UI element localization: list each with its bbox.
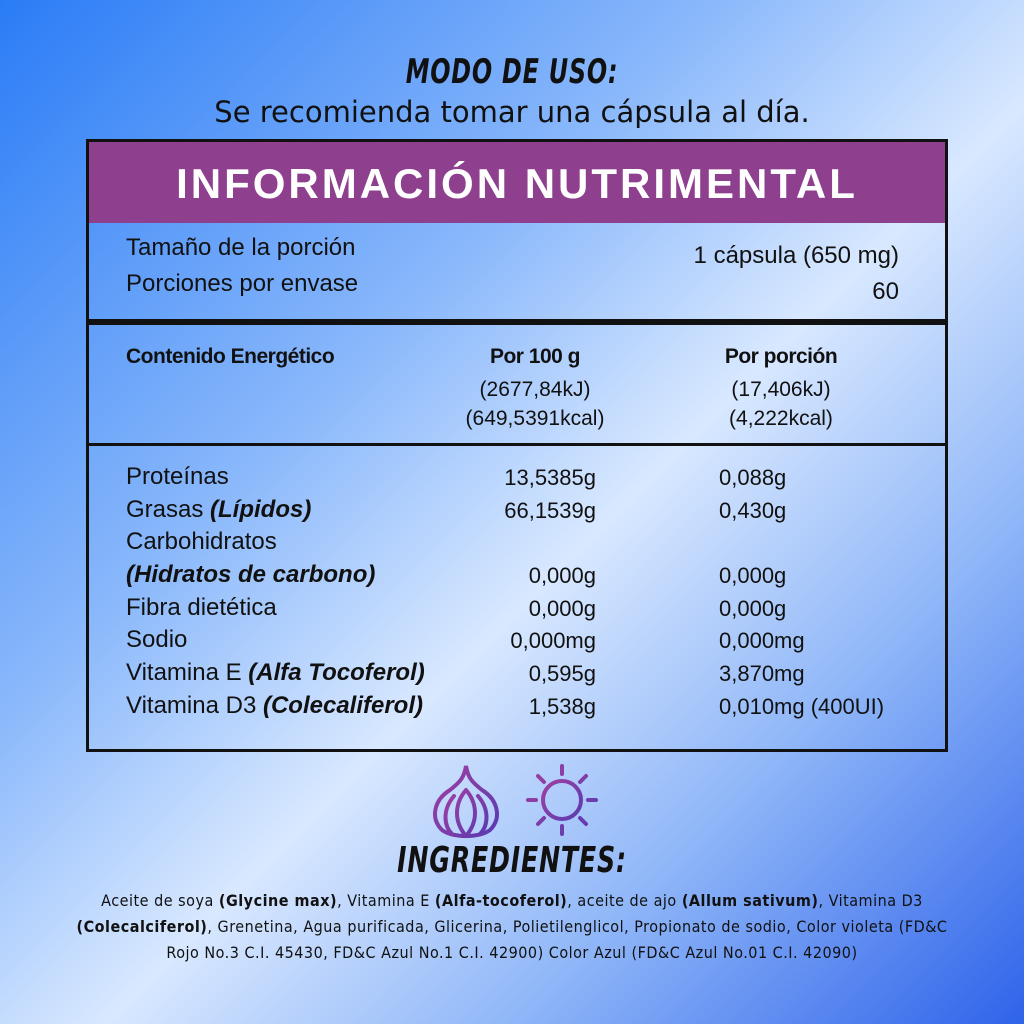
ingredient-text: , Vitamina E [337,891,435,910]
energy-value: (2677,84kJ) [479,378,591,401]
nutrient-name: Vitamina D3 (Colecaliferol) [126,692,423,720]
usage-text: Se recomienda tomar una cápsula al día. [214,95,810,129]
nutrient-name: Carbohidratos [126,528,277,556]
nutrient-name: Fibra dietética [126,594,277,622]
ingredient-bold: (Glycine max) [218,891,338,910]
per-portion: 0,000mg [719,628,805,654]
per-100g: 0,595g [528,661,596,686]
energy-label: Contenido Energético [126,345,335,368]
ingredient-bold: (Colecalciferol) [76,917,208,936]
nutrient-name-text: Grasas [126,495,204,523]
energy-header: Por porción [724,345,838,368]
nutrient-name: Proteínas [126,463,229,491]
ingredient-text: , Vitamina D3 [818,891,923,910]
ingredient-text: , aceite de ajo [567,891,682,910]
nutrient-name: Sodio [126,626,187,654]
nutrient-italic: (Hidratos de carbono) [126,561,376,589]
per-100g: 13,5385g [504,465,596,490]
nutrient-name: Vitamina E (Alfa Tocoferol) [126,659,425,687]
nutrient-italic: (Lípidos) [210,495,312,523]
rule [89,319,945,325]
rows: Tamaño de la porción 1 cápsula (650 mg) Po… [89,142,945,749]
table-title: INFORMACIÓN NUTRIMENTAL [89,142,945,223]
nutrient-italic: (Alfa Tocoferol) [248,659,425,686]
per-portion: 0,010mg (400UI) [719,693,885,719]
ingredient-text: Aceite de soya [101,891,219,910]
per-100g: 66,1539g [504,497,596,523]
nutrient-name-text: Fibra dietética [126,593,277,621]
nutrient-name: Grasas (Lípidos) [126,496,311,524]
nutrient-name-text: Carbohidratos [126,528,277,556]
per-100g: 0,000g [528,563,596,589]
garlic-icon [433,765,499,838]
ingredient-bold: (Allum sativum) [681,891,819,910]
per-portion: 0,430g [719,497,787,523]
per-portion: 0,000g [719,595,787,621]
serving-label: Porciones por envase [126,270,359,297]
nutrient-italic: (Colecaliferol) [262,691,423,719]
per-portion: 0,000g [719,563,787,589]
nutrient-name-text: Vitamina E [126,659,242,686]
serving-value: 1 cápsula (650 mg) [693,242,899,269]
ingredients-text: Aceite de soya (Glycine max), Vitamina E… [70,888,954,966]
sun-icon [526,764,598,836]
nutrient-name-text: Vitamina D3 [126,691,257,719]
nutrition-table: INFORMACIÓN NUTRIMENTAL Tamaño de la por… [86,139,948,752]
per-portion: 0,088g [719,465,787,490]
nutrient-name-text: Proteínas [126,463,229,490]
icons [433,764,598,838]
per-100g: 0,000g [528,595,596,621]
energy-value: (4,222kcal) [729,407,833,430]
ingredients-title: INGREDIENTES: [397,840,627,881]
ingredient-text: , Grenetina, Agua purificada, Glicerina,… [166,917,948,962]
serving-label: Tamaño de la porción [126,234,356,261]
energy-value: (17,406kJ) [731,378,831,401]
rule [89,443,945,446]
energy-header: Por 100 g [489,345,581,368]
usage-title: MODO DE USO: [405,52,619,92]
per-100g: 1,538g [528,693,596,719]
per-100g: 0,000mg [510,628,596,654]
nutrient-name-text: Sodio [126,626,188,654]
per-portion: 3,870mg [719,661,805,686]
energy-value: (649,5391kcal) [465,407,605,430]
ingredient-bold: (Alfa-tocoferol) [434,891,568,910]
serving-value: 60 [872,278,899,305]
